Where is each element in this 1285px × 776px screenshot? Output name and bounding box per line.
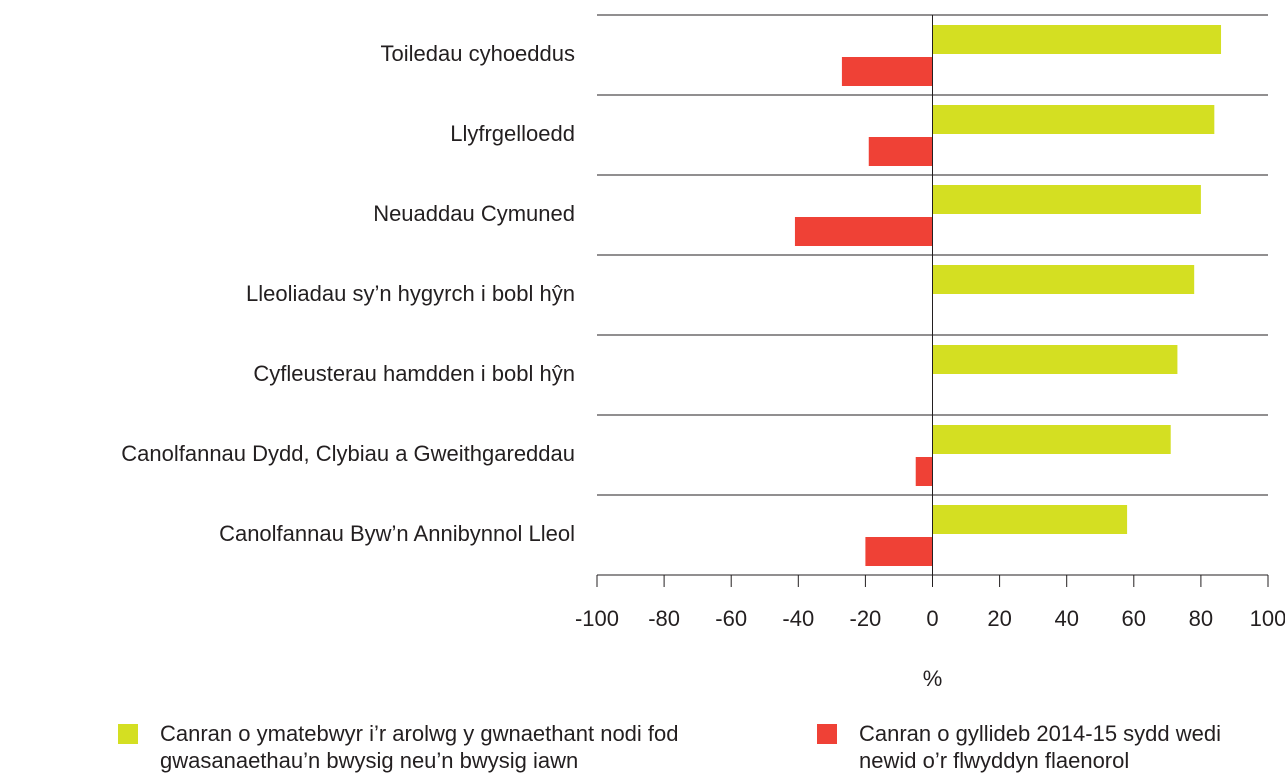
x-tick-label: -100	[575, 606, 619, 631]
bar	[932, 505, 1128, 534]
legend-swatch	[118, 724, 138, 744]
x-tick-label: 40	[1054, 606, 1078, 631]
x-tick-label: 100	[1250, 606, 1285, 631]
bar	[932, 345, 1178, 374]
legend-swatch	[817, 724, 837, 744]
x-axis-label: %	[923, 666, 943, 691]
legend-item: Canran o ymatebwyr i’r arolwg y gwnaetha…	[118, 720, 758, 774]
bar	[932, 25, 1222, 54]
bar	[932, 425, 1171, 454]
x-tick-label: 80	[1189, 606, 1213, 631]
category-label: Cyfleusterau hamdden i bobl hŷn	[253, 361, 575, 386]
x-tick-label: -80	[648, 606, 680, 631]
x-tick-label: -40	[782, 606, 814, 631]
x-tick-label: 60	[1122, 606, 1146, 631]
x-tick-label: 20	[987, 606, 1011, 631]
category-label: Lleoliadau sy’n hygyrch i bobl hŷn	[246, 281, 575, 306]
legend-label: Canran o ymatebwyr i’r arolwg y gwnaetha…	[160, 721, 679, 773]
x-tick-label: -60	[715, 606, 747, 631]
bar	[865, 537, 933, 566]
bar	[932, 105, 1215, 134]
legend-item: Canran o gyllideb 2014-15 sydd wedi newi…	[817, 720, 1257, 774]
bar	[841, 57, 933, 86]
category-label: Canolfannau Dydd, Clybiau a Gweithgaredd…	[121, 441, 575, 466]
legend-label: Canran o gyllideb 2014-15 sydd wedi newi…	[859, 721, 1222, 773]
bar	[932, 185, 1201, 214]
x-tick-label: -20	[850, 606, 882, 631]
bar	[932, 265, 1195, 294]
category-label: Llyfrgelloedd	[450, 121, 575, 146]
bar	[868, 137, 933, 166]
category-label: Canolfannau Byw’n Annibynnol Lleol	[219, 521, 575, 546]
bar	[794, 217, 933, 246]
bar	[915, 457, 933, 486]
category-label: Toiledau cyhoeddus	[381, 41, 575, 66]
category-label: Neuaddau Cymuned	[373, 201, 575, 226]
x-tick-label: 0	[926, 606, 938, 631]
